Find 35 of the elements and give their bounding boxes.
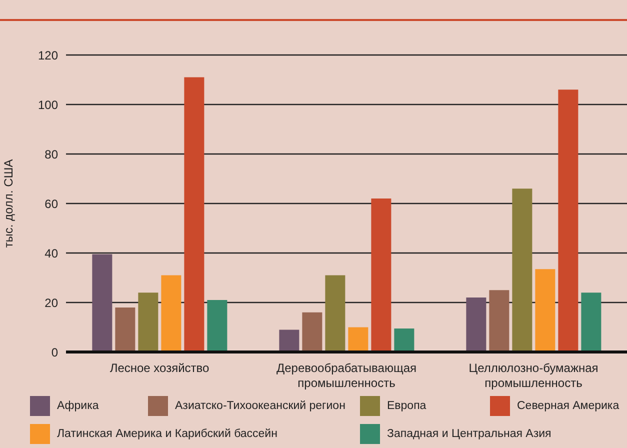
y-tick-label: 60 bbox=[44, 196, 58, 211]
bar bbox=[489, 290, 510, 352]
legend-label: Западная и Центральная Азия bbox=[387, 428, 552, 440]
bar bbox=[138, 292, 158, 352]
x-tick-label: Деревообрабатывающая промышленность bbox=[276, 361, 417, 390]
y-tick-label: 100 bbox=[38, 98, 58, 112]
bar bbox=[161, 275, 182, 352]
bar bbox=[348, 327, 368, 352]
bar bbox=[184, 77, 204, 352]
y-tick-label: 120 bbox=[38, 48, 58, 62]
bar bbox=[279, 330, 300, 352]
bar bbox=[558, 90, 578, 352]
legend-label: Латинская Америка и Карибский бассейн bbox=[57, 428, 278, 440]
y-tick-label: 20 bbox=[44, 296, 58, 310]
legend-label: Северная Америка bbox=[517, 400, 620, 412]
bar bbox=[302, 312, 322, 352]
bar bbox=[92, 254, 112, 352]
bar bbox=[535, 269, 556, 352]
bar bbox=[581, 292, 602, 352]
y-tick-label: 0 bbox=[51, 345, 58, 360]
bar bbox=[371, 198, 392, 352]
bar bbox=[394, 328, 414, 352]
bar bbox=[512, 188, 532, 352]
legend-label: Азиатско-Тихоокеанский регион bbox=[175, 400, 346, 412]
legend-label: Европа bbox=[387, 400, 426, 412]
y-tick-label: 80 bbox=[44, 147, 58, 162]
legend-label: Африка bbox=[57, 400, 99, 412]
x-tick-label: Целлюлозно-бумажная промышленность bbox=[468, 361, 598, 390]
bar bbox=[325, 275, 346, 352]
x-tick-label: Лесное хозяйство bbox=[110, 361, 210, 375]
y-axis-title: тыс. долл. США bbox=[1, 159, 16, 248]
bar bbox=[466, 298, 486, 352]
y-tick-label: 40 bbox=[44, 246, 58, 260]
bar bbox=[115, 307, 136, 352]
bar bbox=[207, 300, 228, 352]
